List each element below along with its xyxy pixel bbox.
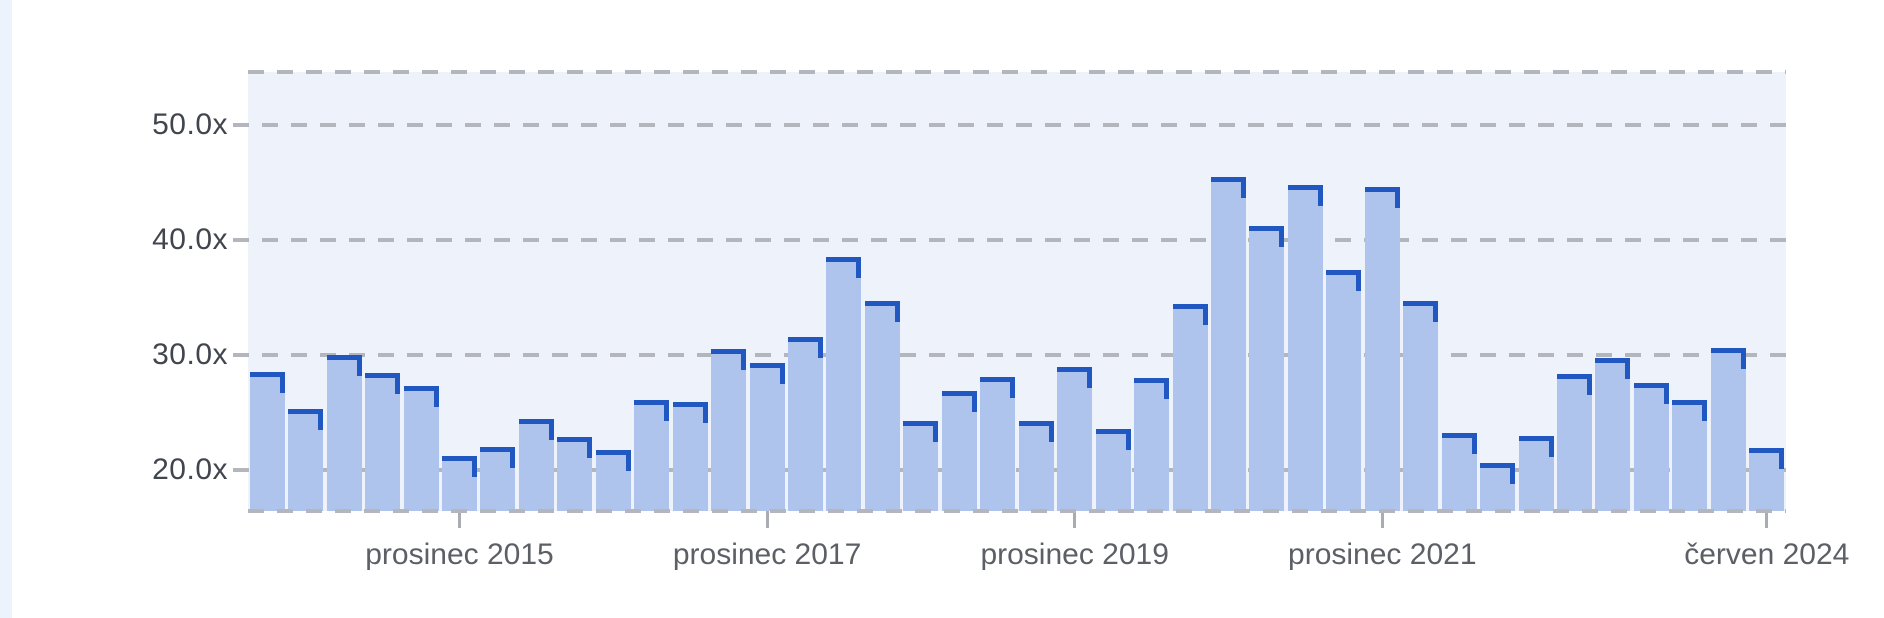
bar[interactable] — [1518, 436, 1554, 511]
bar[interactable] — [288, 408, 324, 511]
bar[interactable] — [480, 446, 516, 511]
bar[interactable] — [1672, 399, 1708, 511]
y-gridline — [233, 122, 1786, 127]
y-axis-label: 30.0x — [152, 337, 228, 371]
x-axis-label: červen 2024 — [1684, 538, 1850, 571]
bar[interactable] — [1595, 358, 1631, 511]
x-axis-label: prosinec 2015 — [365, 538, 554, 571]
x-axis-tick — [1380, 511, 1384, 528]
bar[interactable] — [595, 450, 631, 511]
left-edge-panel-strip — [0, 0, 12, 618]
bar[interactable] — [1633, 383, 1669, 511]
bar[interactable] — [365, 373, 401, 511]
bar[interactable] — [1249, 225, 1285, 511]
bar[interactable] — [788, 337, 824, 511]
x-axis-tick — [1073, 511, 1077, 528]
bar[interactable] — [1403, 300, 1439, 511]
bar[interactable] — [980, 376, 1016, 511]
plot-area — [248, 72, 1786, 511]
plot-baseline-dashed-line — [248, 509, 1786, 513]
bar[interactable] — [326, 354, 362, 511]
y-axis-label: 50.0x — [152, 107, 228, 141]
bar[interactable] — [518, 419, 554, 511]
bar[interactable] — [557, 437, 593, 511]
bar[interactable] — [864, 300, 900, 511]
bar[interactable] — [1057, 367, 1093, 511]
bar[interactable] — [1018, 421, 1054, 511]
bar[interactable] — [1210, 176, 1247, 511]
bar[interactable] — [249, 371, 285, 511]
bar[interactable] — [1364, 186, 1400, 511]
bar[interactable] — [672, 401, 708, 511]
bar[interactable] — [1557, 374, 1593, 511]
plot-top-dashed-line — [248, 70, 1786, 74]
bar[interactable] — [941, 391, 977, 511]
bar[interactable] — [1134, 377, 1170, 511]
x-axis-tick — [765, 511, 769, 528]
bar[interactable] — [903, 421, 939, 511]
y-gridline — [233, 237, 1786, 242]
x-axis-label: prosinec 2017 — [672, 538, 862, 571]
x-axis-label: prosinec 2019 — [980, 538, 1169, 571]
bar[interactable] — [1326, 269, 1362, 511]
bar[interactable] — [1441, 432, 1477, 511]
y-axis-label: 20.0x — [152, 452, 228, 486]
bar[interactable] — [1710, 347, 1746, 511]
bar[interactable] — [1095, 429, 1131, 511]
bar[interactable] — [749, 362, 785, 511]
bar[interactable] — [1172, 304, 1208, 511]
bar[interactable] — [634, 399, 670, 511]
x-axis-tick — [457, 511, 461, 528]
bar[interactable] — [711, 348, 747, 511]
y-axis-label: 40.0x — [152, 222, 228, 256]
x-axis-label: prosinec 2021 — [1288, 538, 1477, 571]
y-gridline — [233, 352, 1786, 357]
bar[interactable] — [441, 455, 478, 511]
bar[interactable] — [826, 257, 862, 511]
bar[interactable] — [1480, 462, 1516, 511]
x-axis-tick — [1765, 511, 1769, 528]
bar[interactable] — [1287, 184, 1323, 511]
bar[interactable] — [403, 385, 439, 511]
bar[interactable] — [1749, 447, 1785, 511]
